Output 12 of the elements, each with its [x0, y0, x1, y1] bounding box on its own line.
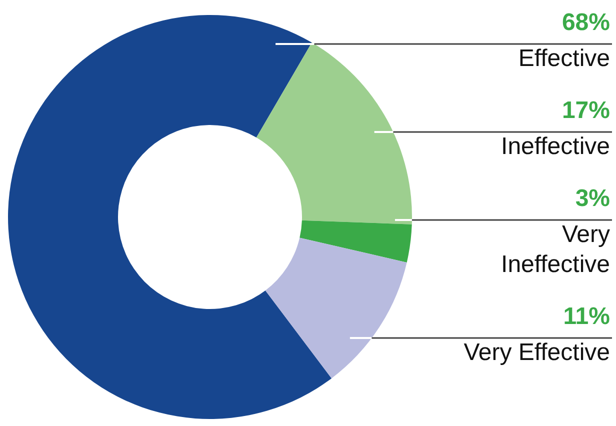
slice-label: Very Ineffective: [501, 221, 610, 278]
donut-slice: [265, 238, 407, 378]
slice-label: Ineffective: [501, 133, 610, 160]
data-label: 17%: [562, 97, 610, 124]
slice-label: Effective: [518, 45, 610, 72]
data-label: 68%: [562, 9, 610, 36]
donut-slice: [300, 220, 412, 262]
slice-label: Very Effective: [464, 339, 610, 366]
donut-slice: [256, 42, 412, 224]
data-label: 11%: [563, 303, 610, 330]
donut-slice: [8, 15, 332, 419]
data-label: 3%: [575, 185, 610, 212]
